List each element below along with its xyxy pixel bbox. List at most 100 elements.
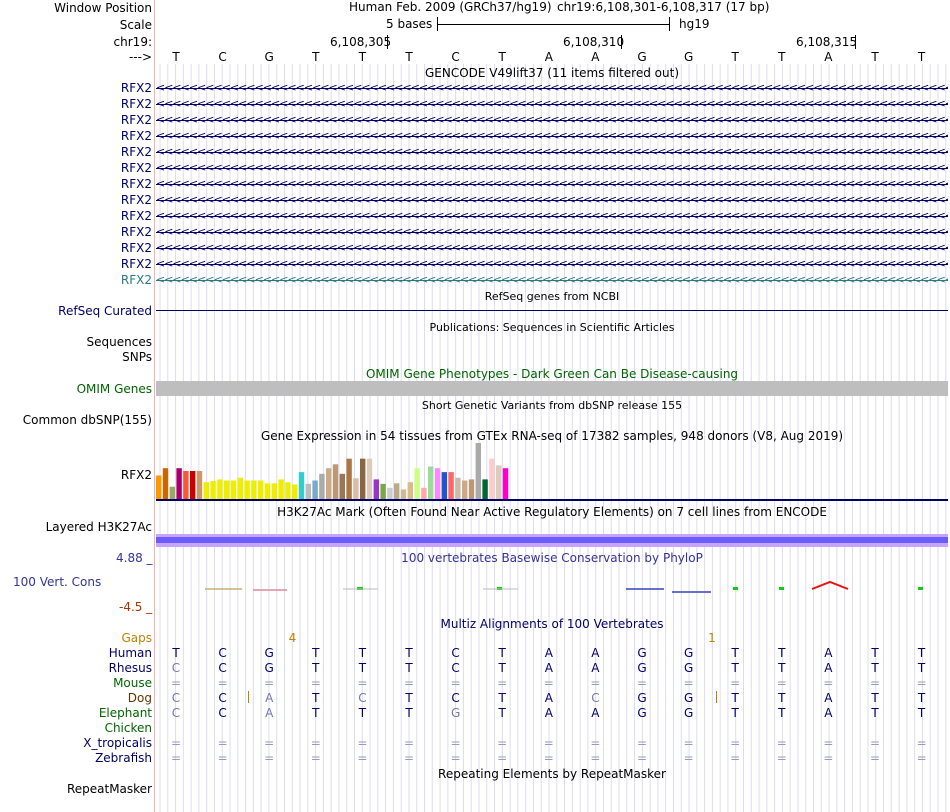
publications-title[interactable]: Publications: Sequences in Scientific Ar… <box>429 321 675 334</box>
gtex-tissue-bar[interactable] <box>326 468 332 499</box>
gtex-tissue-bar[interactable] <box>271 483 277 499</box>
gtex-tissue-bar[interactable] <box>183 471 189 499</box>
gencode-transcript-label[interactable]: RFX2 <box>120 225 152 239</box>
gencode-transcript-label[interactable]: RFX2 <box>120 241 152 255</box>
h3k27ac-title[interactable]: H3K27Ac Mark (Often Found Near Active Re… <box>277 505 827 519</box>
gencode-transcript-track[interactable]: <<<<<<<<<<<<<<<<<<<<<<<<<<<<<<<<<<<<<<<<… <box>156 257 948 271</box>
gtex-tissue-bar[interactable] <box>468 479 475 499</box>
gencode-transcript-track[interactable]: <<<<<<<<<<<<<<<<<<<<<<<<<<<<<<<<<<<<<<<<… <box>156 97 948 111</box>
gtex-tissue-bar[interactable] <box>434 468 441 499</box>
gtex-tissue-bar[interactable] <box>312 480 318 499</box>
omim-bar[interactable] <box>156 381 948 396</box>
gtex-tissue-bar[interactable] <box>190 471 196 499</box>
gtex-tissue-bar[interactable] <box>162 468 169 499</box>
snps-label[interactable]: SNPs <box>122 350 152 364</box>
repeatmasker-title[interactable]: Repeating Elements by RepeatMasker <box>438 767 666 781</box>
gtex-tissue-bar[interactable] <box>298 472 305 499</box>
gtex-tissue-bar[interactable] <box>305 483 311 499</box>
gtex-tissue-bar[interactable] <box>264 483 271 499</box>
multiz-title[interactable]: Multiz Alignments of 100 Vertebrates <box>440 617 664 631</box>
gtex-tissue-bar[interactable] <box>217 479 223 499</box>
gtex-tissue-bar[interactable] <box>332 464 339 499</box>
gtex-tissue-bar[interactable] <box>251 480 257 499</box>
gencode-transcript-track[interactable]: <<<<<<<<<<<<<<<<<<<<<<<<<<<<<<<<<<<<<<<<… <box>156 177 948 191</box>
h3k27ac-label[interactable]: Layered H3K27Ac <box>45 520 152 534</box>
gtex-tissue-bar[interactable] <box>448 472 454 499</box>
gencode-transcript-track[interactable]: <<<<<<<<<<<<<<<<<<<<<<<<<<<<<<<<<<<<<<<<… <box>156 81 948 95</box>
gtex-tissue-bar[interactable] <box>496 465 502 499</box>
gencode-transcript-label[interactable]: RFX2 <box>120 161 152 175</box>
gtex-tissue-bar[interactable] <box>387 487 393 499</box>
gtex-tissue-bar[interactable] <box>475 443 481 499</box>
gencode-transcript-track[interactable]: <<<<<<<<<<<<<<<<<<<<<<<<<<<<<<<<<<<<<<<<… <box>156 209 948 223</box>
gencode-transcript-track[interactable]: <<<<<<<<<<<<<<<<<<<<<<<<<<<<<<<<<<<<<<<<… <box>156 193 948 207</box>
gencode-transcript-track[interactable]: <<<<<<<<<<<<<<<<<<<<<<<<<<<<<<<<<<<<<<<<… <box>156 241 948 255</box>
gtex-tissue-bar[interactable] <box>502 468 509 499</box>
gtex-tissue-bar[interactable] <box>196 471 203 499</box>
gtex-tissue-bar[interactable] <box>353 478 359 499</box>
gencode-transcript-label[interactable]: RFX2 <box>120 145 152 159</box>
gencode-transcript-label[interactable]: RFX2 <box>120 97 152 111</box>
gtex-tissue-bar[interactable] <box>366 458 373 499</box>
phylop-label[interactable]: 100 Vert. Cons <box>13 575 102 589</box>
gtex-tissue-bar[interactable] <box>489 458 495 499</box>
gtex-tissue-bar[interactable] <box>176 468 182 499</box>
gtex-tissue-bar[interactable] <box>278 479 284 499</box>
gencode-transcript-label[interactable]: RFX2 <box>120 257 152 271</box>
gtex-tissue-bar[interactable] <box>421 487 427 499</box>
omim-label[interactable]: OMIM Genes <box>76 382 152 396</box>
gtex-tissue-bar[interactable] <box>224 480 230 499</box>
gencode-transcript-track[interactable]: <<<<<<<<<<<<<<<<<<<<<<<<<<<<<<<<<<<<<<<<… <box>156 225 948 239</box>
gtex-tissue-bar[interactable] <box>373 479 379 499</box>
gtex-tissue-bar[interactable] <box>258 480 264 499</box>
repeatmasker-label[interactable]: RepeatMasker <box>66 782 152 796</box>
refseq-title[interactable]: RefSeq genes from NCBI <box>484 290 620 303</box>
species-label-chicken[interactable]: Chicken <box>104 721 152 735</box>
gencode-transcript-label[interactable]: RFX2 <box>120 81 152 95</box>
gtex-tissue-bar[interactable] <box>428 466 434 499</box>
position-text[interactable]: chr19:6,108,301-6,108,317 (17 bp) <box>557 0 770 14</box>
gtex-tissue-bar[interactable] <box>339 473 345 499</box>
gtex-tissue-bar[interactable] <box>169 486 175 499</box>
gtex-tissue-bar[interactable] <box>441 472 447 499</box>
sequences-label[interactable]: Sequences <box>86 335 152 349</box>
gtex-tissue-bar[interactable] <box>400 489 407 499</box>
species-label-human[interactable]: Human <box>108 646 152 660</box>
gtex-tissue-bar[interactable] <box>203 482 209 499</box>
gencode-transcript-label[interactable]: RFX2 <box>120 113 152 127</box>
gtex-tissue-bar[interactable] <box>285 482 291 499</box>
omim-title[interactable]: OMIM Gene Phenotypes - Dark Green Can Be… <box>365 367 739 381</box>
species-label-zebrafish[interactable]: Zebrafish <box>95 751 152 765</box>
species-label-mouse[interactable]: Mouse <box>113 676 152 690</box>
species-label-x_tropicalis[interactable]: X_tropicalis <box>83 736 152 750</box>
gaps-label[interactable]: Gaps <box>121 631 152 645</box>
gtex-label[interactable]: RFX2 <box>120 468 152 482</box>
gtex-tissue-bar[interactable] <box>380 483 386 499</box>
gencode-transcript-track[interactable]: <<<<<<<<<<<<<<<<<<<<<<<<<<<<<<<<<<<<<<<<… <box>156 129 948 143</box>
gtex-title[interactable]: Gene Expression in 54 tissues from GTEx … <box>260 429 844 443</box>
phylop-title[interactable]: 100 vertebrates Basewise Conservation by… <box>401 551 703 565</box>
gtex-tissue-bar[interactable] <box>482 479 488 499</box>
gencode-transcript-track[interactable]: <<<<<<<<<<<<<<<<<<<<<<<<<<<<<<<<<<<<<<<<… <box>156 161 948 175</box>
gtex-tissue-bar[interactable] <box>156 475 162 499</box>
gtex-tissue-bar[interactable] <box>237 477 243 499</box>
gencode-transcript-label[interactable]: RFX2 <box>120 129 152 143</box>
gencode-transcript-label[interactable]: RFX2 <box>120 209 152 223</box>
species-label-rhesus[interactable]: Rhesus <box>108 661 152 675</box>
gencode-transcript-label[interactable]: RFX2 <box>120 193 152 207</box>
gtex-tissue-bar[interactable] <box>407 482 413 499</box>
species-label-dog[interactable]: Dog <box>127 691 152 705</box>
gtex-tissue-bar[interactable] <box>394 483 400 499</box>
gencode-transcript-track[interactable]: <<<<<<<<<<<<<<<<<<<<<<<<<<<<<<<<<<<<<<<<… <box>156 113 948 127</box>
gtex-tissue-bar[interactable] <box>346 458 352 499</box>
gtex-tissue-bar[interactable] <box>292 484 298 499</box>
dbsnp-title[interactable]: Short Genetic Variants from dbSNP releas… <box>421 399 683 412</box>
gtex-tissue-bar[interactable] <box>319 473 325 499</box>
gtex-tissue-bar[interactable] <box>414 468 420 499</box>
gtex-tissue-bar[interactable] <box>244 480 250 499</box>
dbsnp-label[interactable]: Common dbSNP(155) <box>22 413 152 427</box>
gencode-transcript-track[interactable]: <<<<<<<<<<<<<<<<<<<<<<<<<<<<<<<<<<<<<<<<… <box>156 145 948 159</box>
gtex-tissue-bar[interactable] <box>462 480 468 499</box>
gencode-transcript-label[interactable]: RFX2 <box>120 177 152 191</box>
gtex-tissue-bar[interactable] <box>455 477 461 499</box>
